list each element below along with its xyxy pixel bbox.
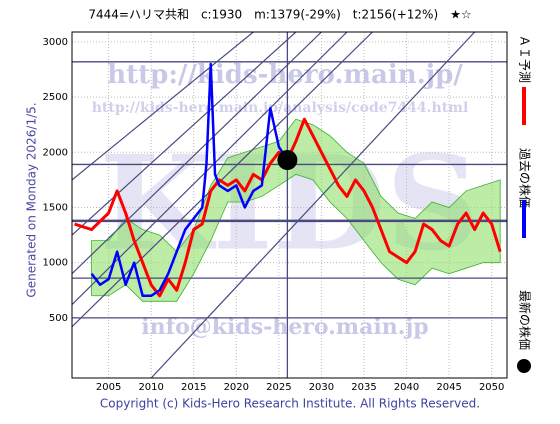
y-tick-label: 1500	[43, 202, 68, 213]
channel-line	[150, 32, 476, 378]
copyright: Copyright (c) Kids-Hero Research Institu…	[100, 397, 480, 411]
legend-label: ＡＩ予測	[518, 35, 532, 83]
y-tick-label: 2500	[43, 92, 68, 103]
x-tick-label: 2010	[138, 382, 163, 393]
x-tick-label: 2015	[181, 382, 206, 393]
x-tick-label: 2020	[224, 382, 249, 393]
legend-label: 過去の株価	[518, 148, 533, 208]
latest-point	[277, 150, 298, 171]
y-tick-label: 3000	[43, 37, 68, 48]
series-line	[74, 117, 502, 298]
y-tick-label: 2000	[43, 147, 68, 158]
y-tick-label: 1000	[43, 258, 68, 269]
plot: KIDShttp://kids-hero.main.jp/http://kids…	[72, 32, 507, 378]
watermark: http://kids-hero.main.jp/analysis/code74…	[92, 100, 469, 116]
x-tick-label: 2035	[351, 382, 376, 393]
side-note: Generated on Monday 2026/1/5.	[25, 102, 39, 297]
channel-line	[72, 32, 297, 236]
series-line	[90, 62, 289, 298]
legend-label: 最新の株価	[518, 290, 533, 350]
x-tick-label: 2040	[394, 382, 419, 393]
watermark: http://kids-hero.main.jp/	[107, 60, 463, 90]
x-tick-label: 2045	[436, 382, 461, 393]
y-tick-label: 500	[49, 313, 68, 324]
plot-frame	[71, 31, 508, 379]
chart-title: 7444=ハリマ共和 c:1930 m:1379(-29%) t:2156(+1…	[88, 8, 471, 22]
channel-line	[72, 32, 322, 275]
channel-line	[72, 32, 254, 181]
x-tick-label: 2005	[96, 382, 121, 393]
x-tick-label: 2050	[479, 382, 504, 393]
x-tick-label: 2030	[309, 382, 334, 393]
legend-swatch	[517, 359, 531, 373]
x-tick-label: 2025	[266, 382, 291, 393]
